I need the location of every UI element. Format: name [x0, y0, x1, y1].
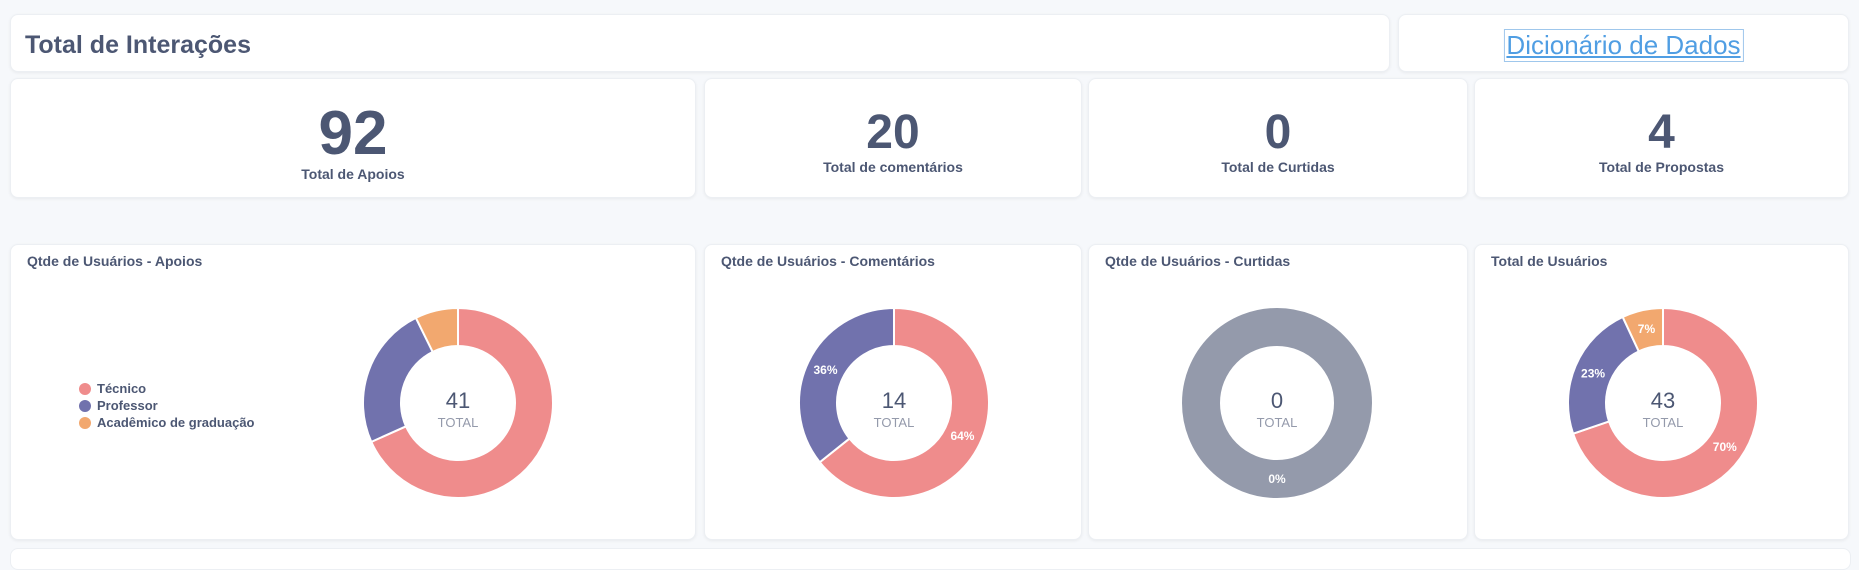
- donut-slice[interactable]: [1571, 306, 1759, 499]
- metric-card-comentarios: 20 Total de comentários: [704, 78, 1082, 198]
- legend-item-tecnico[interactable]: Técnico: [79, 380, 255, 397]
- slice-label: 0%: [1268, 472, 1286, 486]
- metric-label: Total de Propostas: [1599, 159, 1724, 175]
- chart-title: Total de Usuários: [1491, 253, 1608, 269]
- donut-slice[interactable]: [362, 316, 435, 444]
- donut-total-value: 41: [446, 388, 470, 413]
- donut-slice[interactable]: [818, 306, 990, 499]
- donut-chart: 64% 36% 14 TOTAL: [798, 306, 990, 499]
- metric-label: Total de Apoios: [301, 166, 405, 182]
- chart-title: Qtde de Usuários - Curtidas: [1105, 253, 1291, 269]
- chart-title: Qtde de Usuários - Comentários: [721, 253, 935, 269]
- donut-chart: 70% 23% 7% 43 TOTAL: [1567, 306, 1759, 499]
- metric-label: Total de Curtidas: [1221, 159, 1335, 175]
- legend-item-academico[interactable]: Acadêmico de graduação: [79, 414, 255, 431]
- donut-slice[interactable]: [798, 306, 895, 464]
- metric-value: 92: [318, 99, 388, 168]
- slice-label: 64%: [950, 429, 974, 443]
- slice-label: 70%: [1713, 440, 1737, 454]
- slice-label: 36%: [814, 363, 838, 377]
- metric-card-propostas: 4 Total de Propostas: [1474, 78, 1849, 198]
- data-dictionary-link[interactable]: Dicionário de Dados: [1503, 29, 1744, 62]
- next-row-card: [10, 548, 1851, 570]
- slice-label: 7%: [1638, 322, 1656, 336]
- chart-legend: Técnico Professor Acadêmico de graduação: [79, 380, 255, 431]
- slice-label: 23%: [1581, 366, 1605, 380]
- donut-slice[interactable]: [369, 306, 554, 499]
- donut-slice[interactable]: [414, 306, 459, 354]
- donut-chart: 0% 0 TOTAL: [1182, 308, 1372, 498]
- chart-card-curtidas: Qtde de Usuários - Curtidas 0% 0 TOTAL: [1088, 244, 1468, 540]
- legend-label: Professor: [97, 398, 158, 413]
- donut-total-value: 0: [1271, 388, 1283, 413]
- metric-value: 0: [1264, 106, 1292, 159]
- donut-total-label: TOTAL: [874, 415, 915, 430]
- legend-dot: [79, 382, 91, 395]
- donut-slice[interactable]: [1621, 306, 1664, 353]
- donut-total-value: 43: [1651, 388, 1675, 413]
- donut-total-label: TOTAL: [1643, 415, 1684, 430]
- chart-card-usuarios: Total de Usuários 70% 23% 7% 43 TOTAL: [1474, 244, 1849, 540]
- metric-value: 4: [1648, 106, 1675, 159]
- page-title: Total de Interações: [25, 31, 251, 59]
- legend-item-professor[interactable]: Professor: [79, 397, 255, 414]
- legend-dot: [79, 416, 91, 429]
- legend-label: Técnico: [97, 381, 147, 396]
- legend-label: Acadêmico de graduação: [97, 415, 255, 430]
- chart-card-comentarios: Qtde de Usuários - Comentários 64% 36% 14 T…: [704, 244, 1082, 540]
- donut-total-value: 14: [882, 388, 906, 413]
- chart-card-apoios: Qtde de Usuários - Apoios Técnico Profes…: [10, 244, 696, 540]
- donut-total-label: TOTAL: [1257, 415, 1298, 430]
- donut-chart: 41 TOTAL: [362, 306, 554, 499]
- header-card: Total de Interações: [10, 14, 1390, 72]
- link-card: Dicionário de Dados: [1398, 14, 1849, 72]
- metric-label: Total de comentários: [823, 159, 963, 175]
- donut-slice-empty[interactable]: [1182, 308, 1372, 498]
- metric-card-apoios: 92 Total de Apoios: [10, 78, 696, 198]
- metric-value: 20: [866, 106, 920, 159]
- chart-title: Qtde de Usuários - Apoios: [27, 253, 203, 269]
- legend-dot: [79, 399, 91, 412]
- donut-total-label: TOTAL: [438, 415, 479, 430]
- metric-card-curtidas: 0 Total de Curtidas: [1088, 78, 1468, 198]
